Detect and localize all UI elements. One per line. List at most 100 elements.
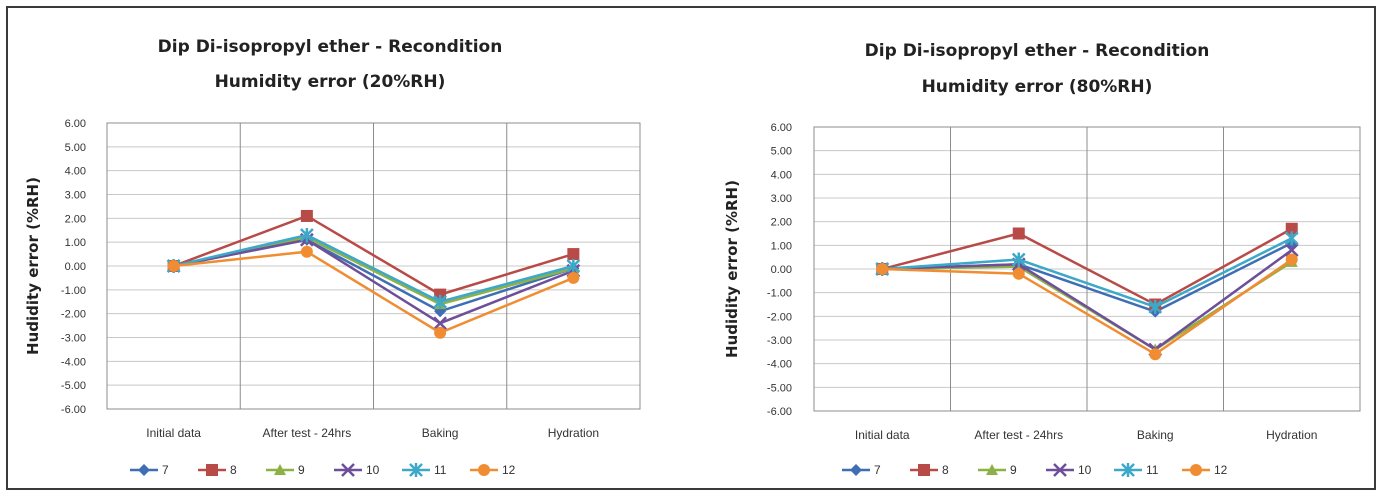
legend-item-11: 11 [1114,463,1159,477]
legend-label: 7 [874,463,881,477]
y-tick-label: 2.00 [771,217,792,229]
chart-80rh: Dip Di-isopropyl ether - Recondition Humi… [723,41,1361,477]
data-point-12 [434,326,447,339]
legend-marker-9 [986,464,998,475]
legend-item-8: 8 [198,463,237,477]
y-tick-label: 3.00 [771,193,792,205]
y-tick-label: -2.00 [767,311,792,323]
data-point-8 [1012,227,1025,240]
legend: 7 8 9 10 11 12 [842,463,1228,477]
y-tick-label: 3.00 [65,190,86,202]
data-point-11 [1011,252,1026,267]
x-tick-label: Baking [1137,428,1174,442]
y-tick-label: -1.00 [61,285,86,297]
legend-item-12: 12 [1182,463,1228,477]
y-tick-label: 6.00 [771,122,792,134]
y-axis-label: Hudidity error (%RH) [723,180,741,358]
legend-label: 9 [1010,463,1017,477]
legend-label: 8 [942,463,949,477]
legend-label: 10 [366,463,380,477]
data-point-12 [300,245,313,258]
legend-label: 11 [1146,463,1159,477]
legend-label: 10 [1078,463,1092,477]
y-tick-label: -6.00 [61,404,86,416]
data-point-11 [299,228,314,243]
legend-label: 9 [298,463,305,477]
x-tick-label: Initial data [146,426,201,440]
y-tick-label: -2.00 [61,309,86,321]
legend-label: 7 [162,463,169,477]
data-point-10 [1284,243,1299,257]
data-point-10 [433,316,448,331]
y-axis-label: Hudidity error (%RH) [24,177,42,355]
legend-label: 8 [230,463,237,477]
y-tick-label: -5.00 [767,382,792,394]
x-tick-label: After test - 24hrs [974,428,1063,442]
y-tick-label: 5.00 [65,142,86,154]
chart-title: Dip Di-isopropyl ether - Recondition [158,37,503,57]
legend-item-12: 12 [470,463,516,477]
legend: 7 8 9 10 11 12 [130,463,516,477]
series-line-12 [882,258,1293,356]
data-point-12 [1285,253,1298,266]
legend-item-7: 7 [130,463,169,477]
y-tick-label: -4.00 [767,359,792,371]
data-point-11 [566,259,581,273]
plot-border [106,122,641,410]
legend-item-9: 9 [266,463,305,477]
series-12 [167,245,580,339]
legend-item-7: 7 [842,463,881,477]
legend-label: 11 [434,463,447,477]
series-line-11 [173,233,574,304]
y-tick-label: -6.00 [767,406,792,418]
data-point-8 [300,209,313,222]
legend-marker-10 [341,463,355,477]
legend-marker-12 [478,464,490,476]
data-point-8 [1285,222,1298,235]
series-line-10 [173,238,574,325]
data-point-11 [1284,231,1299,246]
y-tick-label: 2.00 [65,213,86,225]
x-tick-label: After test - 24hrs [263,426,352,440]
legend-item-8: 8 [910,463,949,477]
data-point-12 [1012,267,1025,280]
legend-marker-8 [918,464,930,476]
legend-marker-7 [850,464,862,476]
y-tick-label: 1.00 [771,240,792,252]
y-tick-label: 6.00 [65,118,86,130]
series-line-11 [882,237,1293,309]
y-tick-label: 4.00 [65,166,86,178]
data-point-8 [567,248,580,261]
series-line-10 [882,249,1293,351]
legend-label: 12 [502,463,516,477]
x-tick-label: Hydration [1266,428,1317,442]
y-tick-label: -4.00 [61,356,86,368]
legend-marker-10 [1053,463,1067,477]
legend-item-11: 11 [402,463,447,477]
y-tick-label: 4.00 [771,169,792,181]
x-tick-label: Baking [422,426,459,440]
y-tick-label: 0.00 [771,264,792,276]
chart-title: Dip Di-isopropyl ether - Recondition [865,41,1210,61]
legend-marker-11 [1121,463,1135,477]
data-point-12 [567,271,580,284]
x-tick-label: Initial data [855,428,910,442]
y-tick-label: -3.00 [61,333,86,345]
data-point-12 [876,263,889,275]
plot-border [813,126,1361,412]
y-tick-label: 0.00 [65,261,86,273]
series-line-12 [173,250,574,335]
data-point-11 [1148,299,1163,314]
legend-marker-7 [138,464,150,476]
series-line-8 [881,227,1293,306]
series-12 [876,253,1298,361]
legend-marker-12 [1190,464,1202,476]
data-point-12 [167,260,180,272]
chart-subtitle: Humidity error (80%RH) [922,77,1153,97]
y-tick-label: 1.00 [65,237,86,249]
y-tick-label: 5.00 [771,146,792,158]
legend-item-10: 10 [334,463,380,477]
legend-label: 12 [1214,463,1228,477]
legend-item-10: 10 [1046,463,1092,477]
y-tick-label: -1.00 [767,288,792,300]
